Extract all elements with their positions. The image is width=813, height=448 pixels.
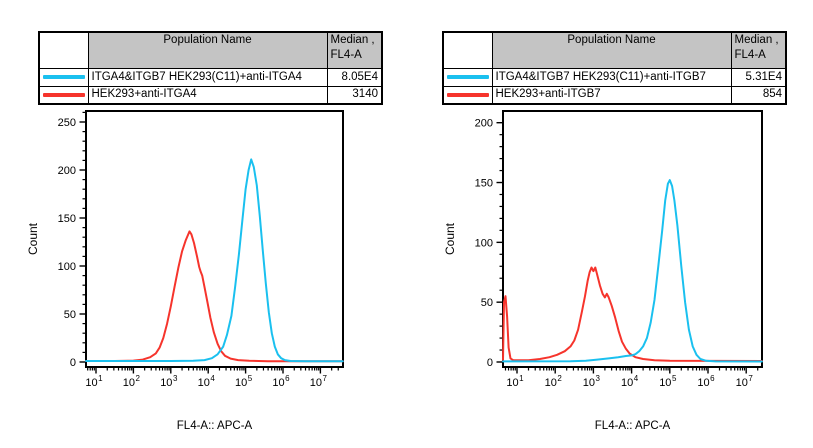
population-name-header: Population Name xyxy=(87,31,328,69)
x-tick-label: 105 xyxy=(235,374,253,389)
median-header-line2: FL4-A xyxy=(734,49,766,61)
y-tick-label: 200 xyxy=(58,165,76,177)
x-tick-label: 105 xyxy=(659,374,677,389)
plot-frame xyxy=(85,110,344,368)
y-tick-label: 0 xyxy=(487,357,493,369)
swatch-cell xyxy=(442,67,493,87)
population-name-cell: ITGA4&ITGB7 HEK293(C11)+anti-ITGA4 xyxy=(87,67,328,87)
x-tick-label: 104 xyxy=(198,374,216,389)
table-header-row: Population Name Median , FL4-A xyxy=(38,31,383,69)
table-row: ITGA4&ITGB7 HEK293(C11)+anti-ITGB7 5.31E… xyxy=(442,67,787,87)
y-tick-label: 200 xyxy=(475,118,493,130)
y-tick-label: 100 xyxy=(58,261,76,273)
population-name-cell: HEK293+anti-ITGB7 xyxy=(491,85,732,105)
y-tick-label: 150 xyxy=(58,213,76,225)
x-tick-label: 103 xyxy=(160,374,178,389)
population-name-cell: ITGA4&ITGB7 HEK293(C11)+anti-ITGB7 xyxy=(491,67,732,87)
legend-line-cyan-icon xyxy=(447,75,489,79)
legend-line-red-icon xyxy=(447,92,489,97)
y-tick-label: 100 xyxy=(475,237,493,249)
swatch-header-cell xyxy=(442,31,493,69)
x-tick-label: 106 xyxy=(697,374,715,389)
median-value-cell: 3140 xyxy=(326,85,383,105)
population-table-left: Population Name Median , FL4-A ITGA4&ITG… xyxy=(38,31,383,105)
x-tick-label: 102 xyxy=(545,374,563,389)
table-row: HEK293+anti-ITGA4 3140 xyxy=(38,85,383,105)
median-header: Median , FL4-A xyxy=(326,31,383,69)
x-tick-label: 102 xyxy=(123,374,141,389)
x-axis-title: FL4-A:: APC-A xyxy=(177,420,253,432)
median-header: Median , FL4-A xyxy=(730,31,787,69)
histogram-plot-left: 101 102 103 104 105 106 107 0 50 100 150 200 250 FL4-… xyxy=(58,110,344,432)
population-table-right: Population Name Median , FL4-A ITGA4&ITG… xyxy=(442,31,787,105)
legend-line-cyan-icon xyxy=(43,75,85,79)
y-tick-label: 50 xyxy=(64,309,76,321)
x-tick-label: 104 xyxy=(621,374,639,389)
median-value-cell: 5.31E4 xyxy=(730,67,787,87)
y-tick-label: 250 xyxy=(58,117,76,129)
median-value-cell: 8.05E4 xyxy=(326,67,383,87)
histogram-curve xyxy=(502,179,763,363)
table-row: ITGA4&ITGB7 HEK293(C11)+anti-ITGA4 8.05E… xyxy=(38,67,383,87)
table-header-row: Population Name Median , FL4-A xyxy=(442,31,787,69)
median-header-line1: Median , xyxy=(330,34,375,46)
y-tick-label: 50 xyxy=(481,297,493,309)
x-tick-label: 107 xyxy=(310,374,328,389)
median-header-line1: Median , xyxy=(734,34,779,46)
table-row: HEK293+anti-ITGB7 854 xyxy=(442,85,787,105)
x-tick-label: 107 xyxy=(736,374,754,389)
y-tick-label: 150 xyxy=(475,178,493,190)
x-tick-label: 106 xyxy=(272,374,290,389)
x-tick-label: 103 xyxy=(583,374,601,389)
histogram-curve xyxy=(85,158,344,363)
population-name-header: Population Name xyxy=(491,31,732,69)
swatch-header-cell xyxy=(38,31,89,69)
plot-frame xyxy=(502,110,763,368)
histogram-curve xyxy=(85,230,344,363)
histogram-curve xyxy=(502,266,763,362)
median-value-cell: 854 xyxy=(730,85,787,105)
x-axis-title: FL4-A:: APC-A xyxy=(595,420,671,432)
population-name-cell: HEK293+anti-ITGA4 xyxy=(87,85,328,105)
y-tick-label: 0 xyxy=(70,357,76,369)
x-tick-label: 101 xyxy=(506,374,524,389)
median-header-line2: FL4-A xyxy=(330,49,362,61)
histogram-plot-right: 101 102 103 104 105 106 107 0 50 100 150 200FL4-A::… xyxy=(475,110,763,432)
x-tick-label: 101 xyxy=(85,374,103,389)
swatch-cell xyxy=(38,85,89,105)
swatch-cell xyxy=(38,67,89,87)
legend-line-red-icon xyxy=(43,92,85,97)
